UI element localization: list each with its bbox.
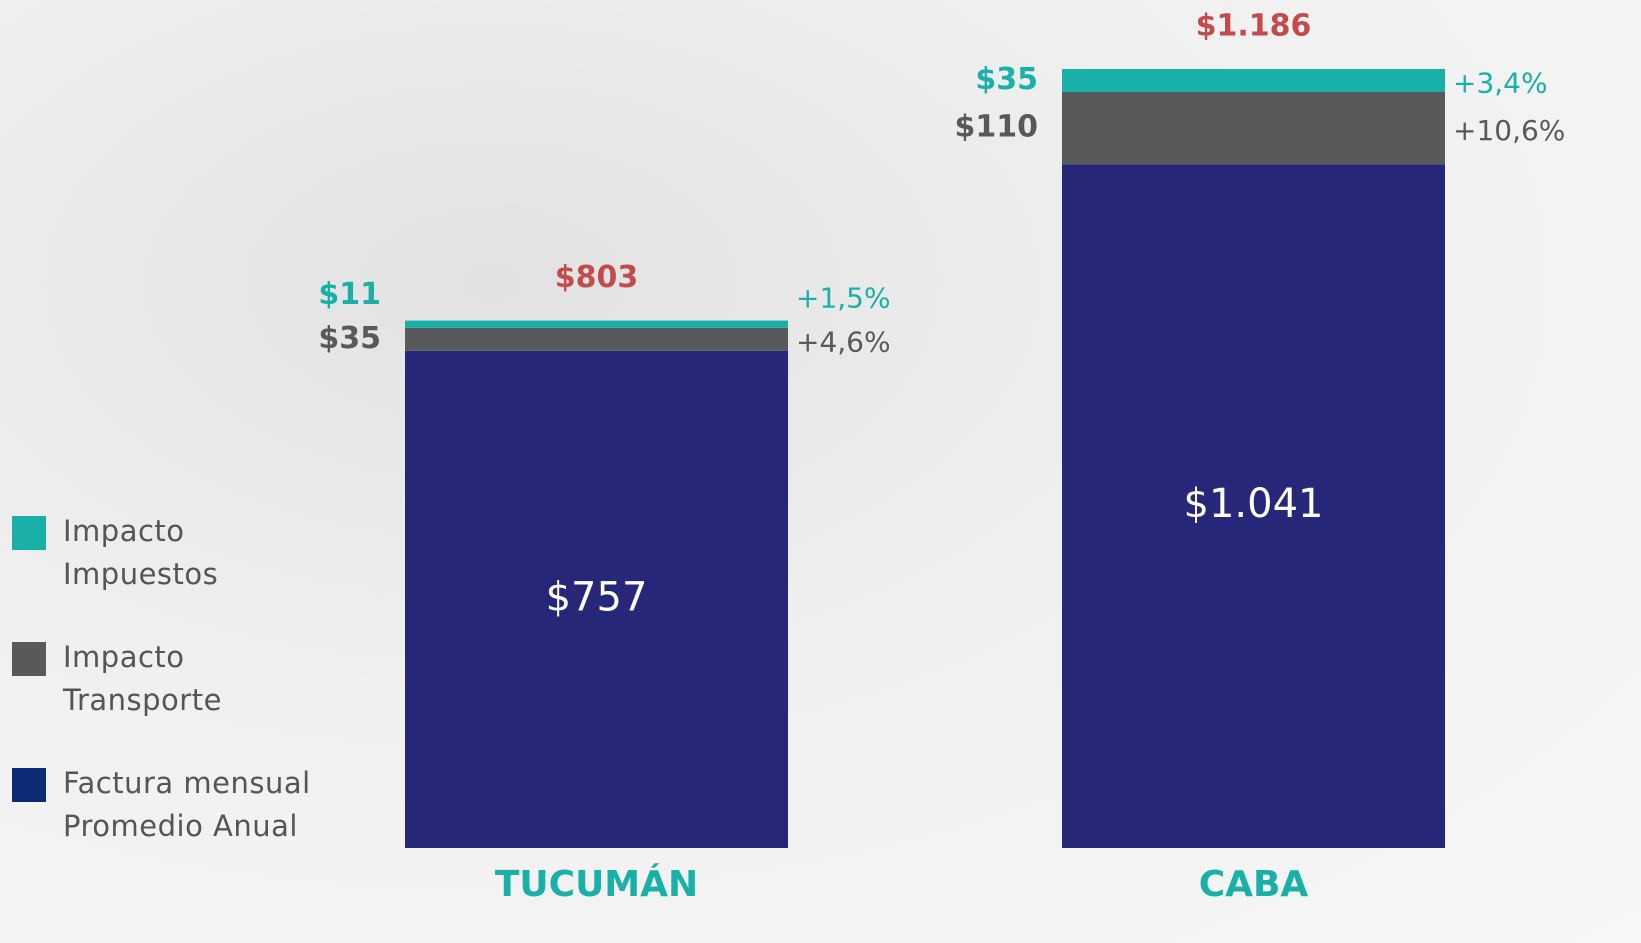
page: $757 $35 +4,6% $11 +1,5% $803 TUCUMÁN $1.041 $11… [0,0,1641,943]
segment-label: $35 [318,321,381,356]
bar-segment [1062,69,1445,92]
legend-swatch [12,516,46,550]
bar-segment [405,321,788,328]
percent-label: +1,5% [796,281,891,314]
segment-label: $1.041 [1184,481,1324,527]
percent-label: +4,6% [796,325,891,358]
bar-segment [405,328,788,351]
x-tick-label: CABA [1199,864,1309,905]
bar-segment [1062,92,1445,164]
legend-item: Impacto Transporte [12,636,342,722]
legend-label: Impacto Transporte [63,636,333,722]
legend-item: Factura mensual Promedio Anual [12,762,342,848]
percent-label: +10,6% [1453,114,1565,147]
segment-label: $110 [955,110,1039,145]
legend-swatch [12,642,46,676]
legend-swatch [12,768,46,802]
segment-label: $757 [546,574,648,620]
total-label: $1.186 [1196,9,1312,44]
segment-label: $35 [975,62,1038,97]
segment-label: $11 [318,277,381,312]
legend-label: Factura mensual Promedio Anual [63,762,333,848]
legend-item: Impacto Impuestos [12,510,342,596]
percent-label: +3,4% [1453,66,1548,99]
legend-label: Impacto Impuestos [63,510,333,596]
total-label: $803 [555,260,639,295]
x-tick-label: TUCUMÁN [495,863,698,905]
legend: Impacto Impuestos Impacto Transporte Factu… [12,510,342,888]
